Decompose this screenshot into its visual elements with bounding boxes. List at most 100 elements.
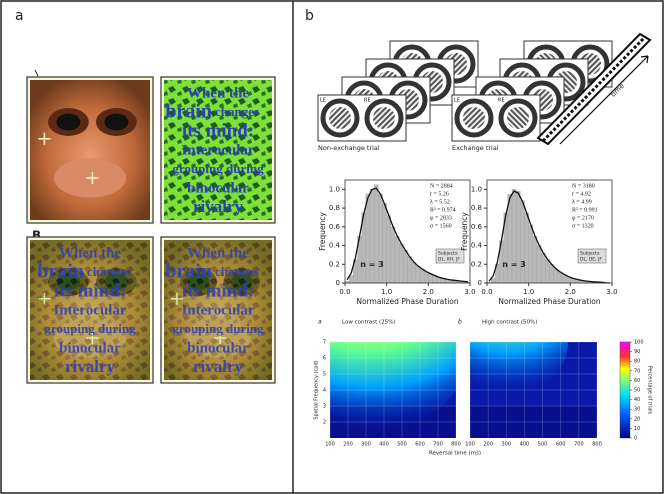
plot-frame bbox=[344, 179, 471, 284]
x-tick-label: 400 bbox=[520, 442, 530, 448]
stat-line: λ = 4.99 bbox=[572, 199, 592, 205]
histogram-bar bbox=[516, 191, 521, 284]
histogram-bar bbox=[511, 189, 517, 284]
y-axis-label: Spatial Frequency (cpd) bbox=[314, 360, 320, 419]
y-axis-label: Frequency bbox=[460, 212, 469, 251]
colorbar bbox=[619, 341, 631, 439]
stat-line: φ = 2170 bbox=[572, 215, 594, 221]
photo-blend bbox=[164, 240, 272, 380]
panel-letter: a bbox=[318, 319, 322, 326]
photo-blend bbox=[30, 240, 150, 380]
x-tick-label: 300 bbox=[502, 442, 512, 448]
histogram-bar bbox=[532, 236, 538, 284]
colorbar-tick-label: 100 bbox=[634, 340, 644, 346]
plot-frame bbox=[486, 179, 613, 284]
histogram-bar bbox=[424, 271, 429, 284]
fixation-cross bbox=[170, 292, 183, 305]
subjects-list: DL, DE, JF bbox=[580, 257, 602, 263]
y-tick-label: 1.0 bbox=[471, 185, 482, 193]
tile-text: its mind: bbox=[54, 280, 126, 301]
grating bbox=[463, 107, 485, 129]
histogram-bar bbox=[553, 268, 558, 284]
heatmap-title: Low contrast (25%) bbox=[342, 320, 396, 326]
tile-text: binocular bbox=[59, 340, 121, 356]
colorbar-tick-label: 80 bbox=[634, 359, 640, 365]
stat-line: R² = 0.991 bbox=[572, 207, 598, 213]
photo bbox=[30, 80, 150, 220]
stat-line: r = 4.92 bbox=[572, 191, 591, 197]
tile-text: rivalry bbox=[193, 197, 244, 216]
x-tick-label: 3.0 bbox=[464, 288, 475, 296]
eye-label: RE bbox=[364, 98, 371, 104]
eye bbox=[187, 273, 210, 291]
tile-text: When the bbox=[187, 85, 249, 101]
histogram-bar bbox=[378, 193, 383, 284]
tile-text: Interocular bbox=[181, 302, 254, 318]
histogram-bar bbox=[386, 215, 391, 284]
fixation-cross bbox=[214, 332, 227, 344]
histogram-bar bbox=[394, 236, 400, 284]
histogram-bar bbox=[390, 226, 396, 284]
panel-label: b bbox=[305, 8, 314, 24]
fixation-cross bbox=[38, 132, 51, 145]
tile-text: When the bbox=[59, 245, 121, 261]
colorbar-tick-label: 20 bbox=[634, 416, 640, 422]
colorbar-tick-label: 10 bbox=[634, 426, 640, 432]
y-tick-label: 7 bbox=[323, 340, 326, 346]
x-tick-label: 2.0 bbox=[423, 288, 434, 296]
histogram-bar bbox=[419, 268, 425, 284]
histogram-bar bbox=[428, 273, 433, 284]
time-arrow bbox=[559, 55, 649, 145]
colorbar-tick-label: 70 bbox=[634, 368, 640, 374]
histogram-bar bbox=[545, 259, 550, 284]
colorbar-tick-label: 40 bbox=[634, 397, 640, 403]
histogram-bar bbox=[415, 265, 421, 284]
heatmap-hotspot bbox=[330, 342, 456, 432]
tile-text: When the bbox=[187, 245, 249, 261]
tile-text: changes bbox=[87, 264, 131, 279]
tile-text: brain bbox=[165, 101, 212, 123]
trial-diagram: LE RE LE RE Non-exchange trial Exchange trial… bbox=[317, 32, 652, 152]
fixation-cross bbox=[86, 332, 99, 344]
grating bbox=[507, 107, 529, 129]
tile-text: brain bbox=[37, 261, 84, 283]
tile-text: grouping during bbox=[44, 321, 136, 336]
colorbar-tick-label: 30 bbox=[634, 407, 640, 413]
tile-text: grouping during bbox=[172, 321, 264, 336]
histogram-bar bbox=[403, 250, 408, 284]
y-tick-label: 4 bbox=[323, 388, 326, 394]
tile-text: binocular bbox=[187, 180, 249, 196]
histogram-bar bbox=[411, 262, 416, 284]
subjects-list: DL, KH, JF bbox=[438, 257, 460, 263]
stat-line: N = 2884 bbox=[430, 183, 453, 189]
stat-line: R² = 0.974 bbox=[430, 207, 456, 213]
eye bbox=[56, 273, 81, 291]
panel-label: a bbox=[15, 8, 24, 24]
histogram-bar bbox=[382, 203, 387, 284]
x-axis-label: Normalized Phase Duration bbox=[356, 297, 459, 306]
y-tick-label: 0.6 bbox=[329, 223, 341, 231]
histogram-bar bbox=[536, 245, 542, 284]
tile-text: brain bbox=[165, 261, 212, 283]
subjects-box bbox=[577, 248, 607, 264]
x-axis-label: Reversal time (ms) bbox=[429, 451, 481, 457]
y-tick-label: 0.4 bbox=[471, 242, 483, 250]
y-tick-label: 6 bbox=[323, 356, 326, 362]
y-axis-label: Frequency bbox=[318, 212, 327, 251]
fit-curve bbox=[488, 190, 610, 284]
eye-label: RE bbox=[498, 98, 505, 104]
subjects-title: Subjects: bbox=[438, 251, 459, 257]
histogram-bar bbox=[507, 193, 513, 284]
histogram-bar bbox=[541, 252, 546, 284]
stat-line: λ = 5.52 bbox=[430, 199, 450, 205]
x-tick-label: 0.0 bbox=[339, 288, 350, 296]
tile-text: rivalry bbox=[193, 357, 244, 376]
x-tick-label: 0.0 bbox=[481, 288, 492, 296]
stat-line: φ = 2833 bbox=[430, 215, 452, 221]
y-tick-label: 0.4 bbox=[329, 242, 341, 250]
histogram-bar bbox=[528, 224, 533, 284]
colorbar-tick-label: 60 bbox=[634, 378, 640, 384]
